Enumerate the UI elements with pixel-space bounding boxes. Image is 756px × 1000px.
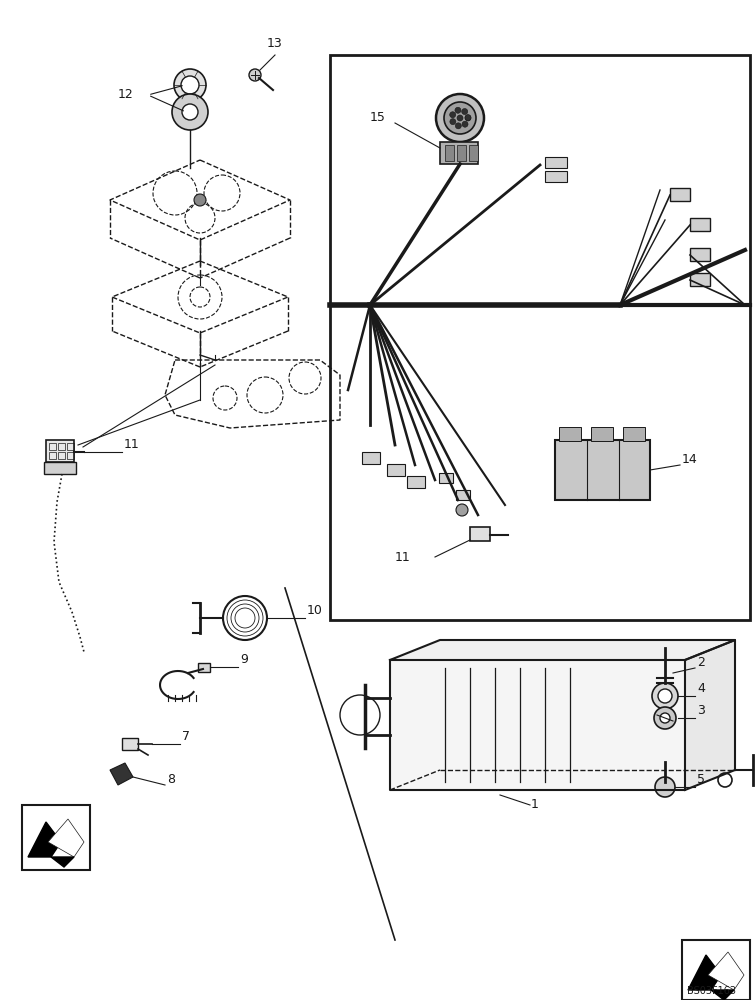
Bar — [690, 218, 710, 231]
Circle shape — [457, 115, 463, 121]
Bar — [49, 443, 56, 450]
Circle shape — [465, 115, 471, 121]
Bar — [470, 527, 490, 541]
Circle shape — [455, 123, 461, 129]
Circle shape — [194, 194, 206, 206]
Circle shape — [436, 94, 484, 142]
Polygon shape — [110, 763, 133, 785]
Text: 9: 9 — [240, 653, 248, 666]
Text: 4: 4 — [697, 682, 705, 695]
Text: 14: 14 — [682, 453, 698, 466]
Circle shape — [455, 107, 461, 113]
Text: 10: 10 — [307, 604, 323, 617]
Bar — [198, 663, 210, 672]
Circle shape — [450, 119, 456, 125]
Bar — [591, 427, 613, 441]
Bar — [387, 464, 405, 476]
Bar — [58, 452, 65, 459]
Polygon shape — [688, 955, 721, 990]
Bar — [407, 476, 425, 488]
Text: 11: 11 — [395, 551, 411, 564]
Bar — [457, 145, 466, 161]
Polygon shape — [28, 822, 61, 857]
Circle shape — [655, 777, 675, 797]
Circle shape — [172, 94, 208, 130]
Circle shape — [658, 689, 672, 703]
Polygon shape — [708, 952, 744, 990]
Bar — [44, 462, 76, 474]
Bar — [469, 145, 478, 161]
Polygon shape — [48, 819, 84, 857]
Bar — [559, 427, 581, 441]
Polygon shape — [711, 990, 734, 1000]
Bar — [623, 427, 645, 441]
Circle shape — [181, 76, 199, 94]
Text: 8: 8 — [167, 773, 175, 786]
Circle shape — [182, 104, 198, 120]
Circle shape — [249, 69, 261, 81]
Bar — [670, 188, 690, 201]
Circle shape — [450, 112, 456, 118]
Circle shape — [654, 707, 676, 729]
Circle shape — [462, 109, 468, 115]
Circle shape — [652, 683, 678, 709]
Text: 3: 3 — [697, 704, 705, 717]
Bar — [545, 171, 567, 182]
Polygon shape — [685, 640, 735, 790]
Bar — [445, 145, 454, 161]
Text: 15: 15 — [370, 111, 386, 124]
Polygon shape — [51, 857, 74, 867]
Circle shape — [456, 504, 468, 516]
Bar — [545, 157, 567, 168]
Bar — [439, 473, 453, 483]
Bar — [330, 55, 750, 620]
Bar — [46, 440, 74, 462]
Bar — [49, 452, 56, 459]
Bar — [362, 452, 380, 464]
Bar — [67, 452, 74, 459]
Bar — [122, 738, 138, 750]
Polygon shape — [390, 640, 735, 660]
Bar — [67, 443, 74, 450]
Circle shape — [462, 121, 468, 127]
Text: 11: 11 — [124, 438, 140, 451]
Text: 1: 1 — [531, 798, 539, 811]
Polygon shape — [390, 660, 685, 790]
Circle shape — [660, 713, 670, 723]
Bar — [456, 490, 470, 500]
Circle shape — [465, 115, 471, 121]
Circle shape — [174, 69, 206, 101]
Bar — [690, 273, 710, 286]
Circle shape — [444, 102, 476, 134]
Text: 13: 13 — [267, 37, 283, 50]
Bar — [682, 940, 750, 1000]
Text: BS03F163: BS03F163 — [687, 986, 736, 996]
Bar — [58, 443, 65, 450]
Bar — [22, 805, 90, 870]
Bar — [555, 440, 650, 500]
Bar — [690, 248, 710, 261]
Text: 12: 12 — [118, 89, 134, 102]
Bar — [440, 142, 478, 164]
Text: 5: 5 — [697, 773, 705, 786]
Text: 7: 7 — [182, 730, 190, 743]
Text: 2: 2 — [697, 656, 705, 669]
